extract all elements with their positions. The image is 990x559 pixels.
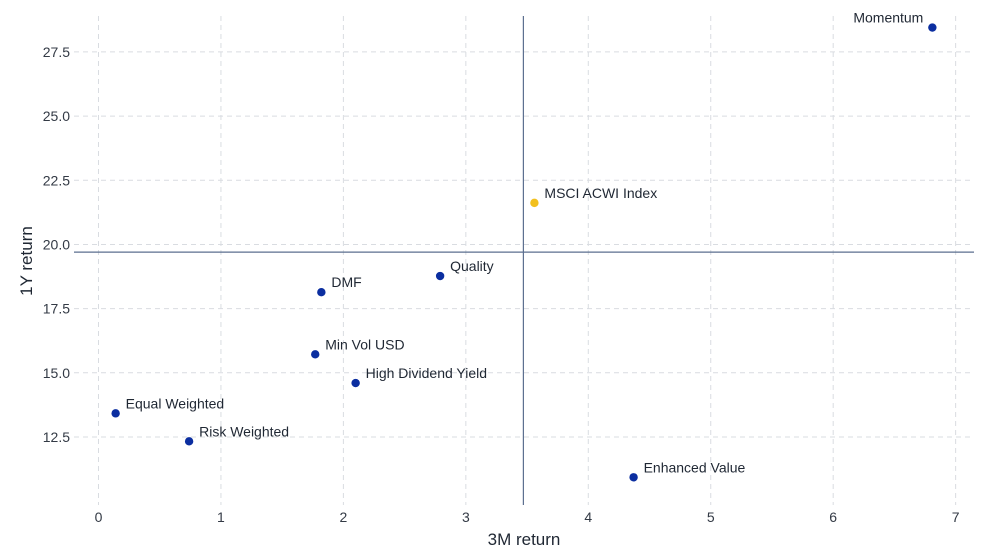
x-tick-label: 2 (339, 509, 347, 525)
y-tick-label: 22.5 (43, 172, 70, 188)
point-dmf (317, 288, 326, 297)
x-axis-ticks: 0 1 2 3 4 5 6 7 (95, 509, 960, 525)
y-tick-label: 20.0 (43, 236, 70, 252)
x-tick-label: 4 (584, 509, 592, 525)
point-msci-acwi-index (530, 198, 539, 208)
y-axis-title: 1Y return (17, 226, 36, 296)
x-tick-label: 7 (952, 509, 960, 525)
point-label-momentum: Momentum (853, 10, 923, 26)
point-risk-weighted (184, 437, 194, 446)
point-label-msci-acwi-index: MSCI ACWI Index (544, 185, 657, 201)
reference-lines (74, 16, 974, 505)
y-tick-label: 15.0 (43, 365, 70, 381)
point-label-dmf: DMF (331, 274, 361, 290)
x-tick-label: 6 (829, 509, 837, 525)
point-label-enhanced-value: Enhanced Value (644, 459, 746, 475)
point-min-vol-usd (311, 350, 320, 359)
point-label-high-dividend-yield: High Dividend Yield (366, 365, 487, 381)
y-tick-label: 17.5 (43, 301, 70, 317)
point-label-min-vol-usd: Min Vol USD (325, 336, 404, 352)
point-quality (435, 271, 445, 281)
point-label-equal-weighted: Equal Weighted (126, 395, 225, 411)
point-high-dividend-yield (351, 378, 360, 388)
x-tick-label: 5 (707, 509, 715, 525)
x-tick-label: 0 (95, 509, 103, 525)
x-axis-title: 3M return (488, 530, 561, 549)
y-tick-label: 27.5 (43, 44, 70, 60)
point-enhanced-value (629, 473, 638, 482)
point-label-risk-weighted: Risk Weighted (199, 423, 289, 439)
y-axis-ticks: 12.5 15.0 17.5 20.0 22.5 25.0 27.5 (43, 44, 70, 445)
y-tick-label: 25.0 (43, 108, 70, 124)
data-points: Momentum MSCI ACWI Index Quality DMF Min Vol… (111, 10, 937, 482)
point-momentum (928, 23, 937, 32)
x-tick-label: 3 (462, 509, 470, 525)
y-tick-label: 12.5 (43, 429, 70, 445)
x-tick-label: 1 (217, 509, 225, 525)
grid (74, 16, 974, 505)
point-label-quality: Quality (450, 258, 494, 274)
point-equal-weighted (111, 409, 120, 418)
